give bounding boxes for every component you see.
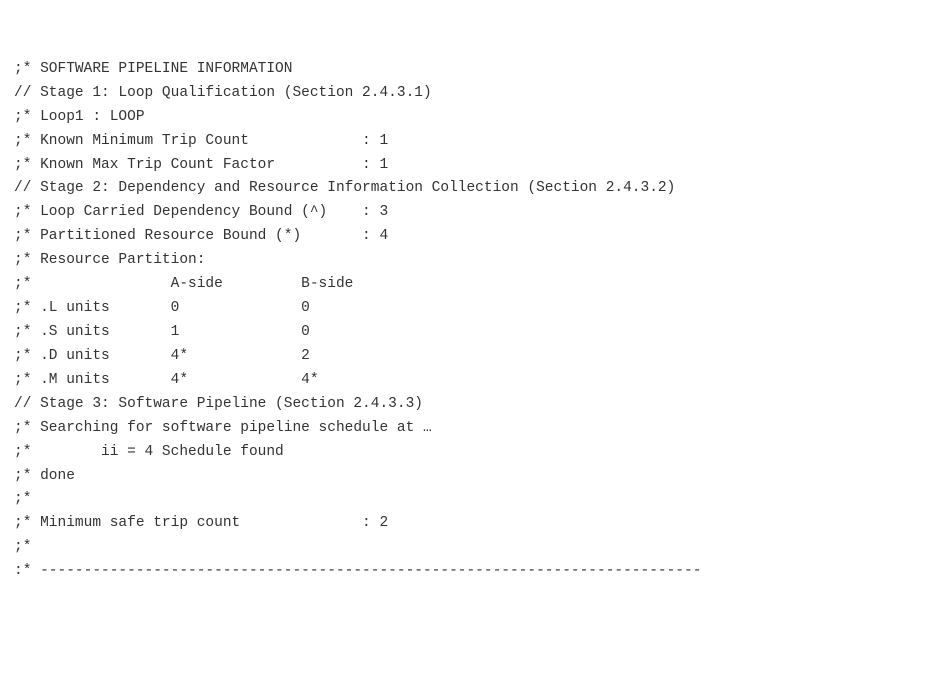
code-line: ;* (14, 536, 928, 560)
code-line: ;* Loop Carried Dependency Bound (^) : 3 (14, 201, 928, 225)
code-line: ;* .L units 0 0 (14, 297, 928, 321)
code-line: ;* Searching for software pipeline sched… (14, 417, 928, 441)
code-line: ;* done (14, 465, 928, 489)
code-line: // Stage 3: Software Pipeline (Section 2… (14, 393, 928, 417)
code-line: ;* .D units 4* 2 (14, 345, 928, 369)
code-line: ;* Known Max Trip Count Factor : 1 (14, 154, 928, 178)
code-line: ;* SOFTWARE PIPELINE INFORMATION (14, 58, 928, 82)
code-line: ;* .S units 1 0 (14, 321, 928, 345)
code-line: ;* A-side B-side (14, 273, 928, 297)
code-line: // Stage 2: Dependency and Resource Info… (14, 177, 928, 201)
code-line: ;* Partitioned Resource Bound (*) : 4 (14, 225, 928, 249)
code-line: ;* .M units 4* 4* (14, 369, 928, 393)
code-line: ;* (14, 488, 928, 512)
code-line: ;* Loop1 : LOOP (14, 106, 928, 130)
code-line: ;* Known Minimum Trip Count : 1 (14, 130, 928, 154)
code-line: :* -------------------------------------… (14, 560, 928, 584)
code-line: // Stage 1: Loop Qualification (Section … (14, 82, 928, 106)
code-line: ;* Minimum safe trip count : 2 (14, 512, 928, 536)
code-line: ;* Resource Partition: (14, 249, 928, 273)
code-line: ;* ii = 4 Schedule found (14, 441, 928, 465)
